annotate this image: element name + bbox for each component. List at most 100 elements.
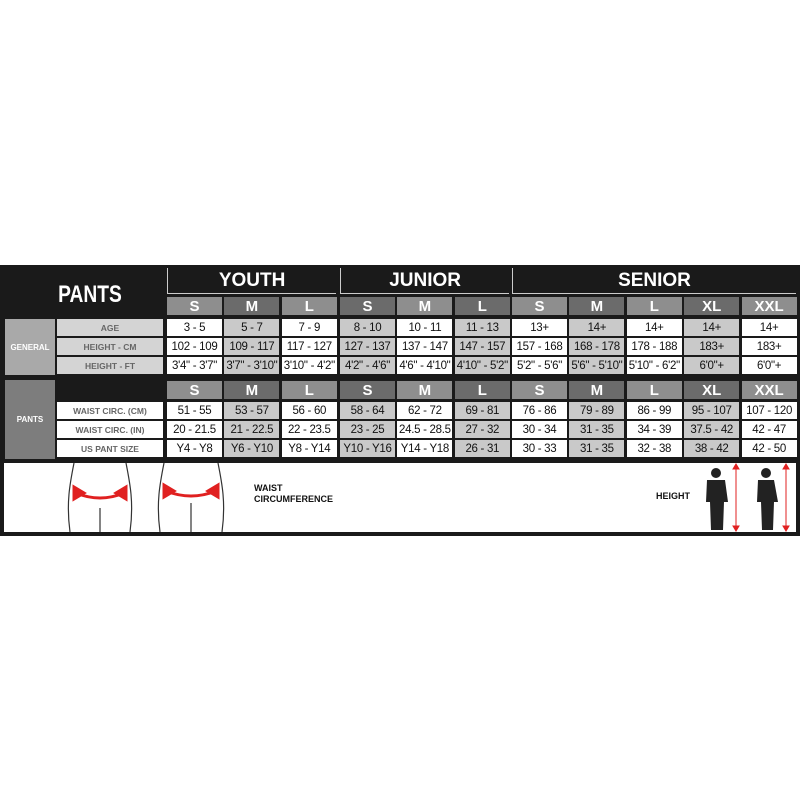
table-cell: 4'10" - 5'2" (454, 357, 510, 374)
table-cell: 76 - 86 (512, 402, 567, 419)
table-cell: 86 - 99 (626, 402, 682, 419)
table-cell: Y6 - Y10 (224, 440, 280, 457)
table-cell: Y14 - Y18 (397, 440, 453, 457)
size-header-s: S (512, 381, 567, 399)
table-cell: 5 - 7 (224, 319, 280, 336)
table-cell: 3'10" - 4'2" (281, 357, 337, 374)
table-cell: Y10 - Y16 (340, 440, 395, 457)
group-header-youth: YOUTH (167, 268, 337, 294)
table-cell: 183+ (741, 338, 797, 355)
group-header-senior: SENIOR (512, 268, 796, 294)
table-cell: 26 - 31 (454, 440, 510, 457)
table-cell: 6'0"+ (684, 357, 740, 374)
table-cell: 51 - 55 (167, 402, 222, 419)
table-cell: 107 - 120 (741, 402, 797, 419)
table-cell: 10 - 11 (397, 319, 453, 336)
table-cell: 137 - 147 (397, 338, 453, 355)
table-cell: 56 - 60 (281, 402, 337, 419)
size-header-l: L (281, 297, 337, 315)
size-header-xl: XL (684, 381, 740, 399)
table-cell: 6'0"+ (741, 357, 797, 374)
table-cell: 147 - 157 (454, 338, 510, 355)
table-cell: 31 - 35 (569, 421, 625, 438)
waist-figures-icon (67, 463, 790, 532)
size-header-l: L (454, 381, 510, 399)
table-cell: 109 - 117 (224, 338, 280, 355)
table-cell: 183+ (684, 338, 740, 355)
table-cell: 79 - 89 (569, 402, 625, 419)
table-cell: 5'2" - 5'6" (512, 357, 567, 374)
row-label: HEIGHT - CM (57, 338, 163, 355)
table-cell: 30 - 34 (512, 421, 567, 438)
pants-size-chart: PANTS WAIST CIRCUMFERENCE HEIG (0, 265, 800, 536)
size-header-s: S (512, 297, 567, 315)
table-cell: 31 - 35 (569, 440, 625, 457)
table-cell: 62 - 72 (397, 402, 453, 419)
table-cell: 58 - 64 (340, 402, 395, 419)
table-cell: 24.5 - 28.5 (397, 421, 453, 438)
table-cell: Y8 - Y14 (281, 440, 337, 457)
size-header-l: L (281, 381, 337, 399)
size-header-l: L (626, 381, 682, 399)
size-header-m: M (569, 297, 625, 315)
size-header-l: L (626, 297, 682, 315)
height-label: HEIGHT (656, 491, 691, 501)
size-header-m: M (224, 297, 280, 315)
table-cell: 4'6" - 4'10" (397, 357, 453, 374)
table-cell: 3 - 5 (167, 319, 222, 336)
row-label: HEIGHT - FT (57, 357, 163, 374)
size-header-xxl: XXL (741, 381, 797, 399)
row-label: AGE (57, 319, 163, 336)
table-cell: 42 - 50 (741, 440, 797, 457)
table-cell: 95 - 107 (684, 402, 740, 419)
table-cell: 14+ (569, 319, 625, 336)
size-header-s: S (340, 297, 395, 315)
table-cell: 22 - 23.5 (281, 421, 337, 438)
size-header-s: S (167, 297, 222, 315)
size-header-s: S (340, 381, 395, 399)
table-cell: 21 - 22.5 (224, 421, 280, 438)
table-cell: 14+ (741, 319, 797, 336)
table-cell: 14+ (684, 319, 740, 336)
table-cell: 11 - 13 (454, 319, 510, 336)
table-cell: 53 - 57 (224, 402, 280, 419)
group-header-junior: JUNIOR (340, 268, 510, 294)
table-cell: Y4 - Y8 (167, 440, 222, 457)
table-cell: 3'7" - 3'10" (224, 357, 280, 374)
table-cell: 13+ (512, 319, 567, 336)
size-header-m: M (569, 381, 625, 399)
table-cell: 34 - 39 (626, 421, 682, 438)
size-header-m: M (397, 297, 453, 315)
waist-circumference-label: WAIST CIRCUMFERENCE (254, 483, 334, 504)
general-group-label: GENERAL (5, 319, 55, 375)
row-label: WAIST CIRC. (CM) (57, 402, 163, 419)
chart-title: PANTS (58, 281, 122, 308)
table-cell: 27 - 32 (454, 421, 510, 438)
size-header-xxl: XXL (741, 297, 797, 315)
table-cell: 8 - 10 (340, 319, 395, 336)
table-cell: 20 - 21.5 (167, 421, 222, 438)
table-cell: 23 - 25 (340, 421, 395, 438)
table-cell: 5'10" - 6'2" (626, 357, 682, 374)
row-label: WAIST CIRC. (IN) (57, 421, 163, 438)
measurement-illustration: WAIST CIRCUMFERENCE HEIGHT (4, 463, 796, 532)
table-cell: 42 - 47 (741, 421, 797, 438)
table-cell: 30 - 33 (512, 440, 567, 457)
size-header-l: L (454, 297, 510, 315)
size-header-m: M (224, 381, 280, 399)
table-cell: 32 - 38 (626, 440, 682, 457)
table-cell: 157 - 168 (512, 338, 567, 355)
table-cell: 168 - 178 (569, 338, 625, 355)
size-header-xl: XL (684, 297, 740, 315)
table-cell: 3'4" - 3'7" (167, 357, 222, 374)
table-cell: 14+ (626, 319, 682, 336)
size-header-m: M (397, 381, 453, 399)
table-cell: 4'2" - 4'6" (340, 357, 395, 374)
table-cell: 117 - 127 (281, 338, 337, 355)
row-label: US PANT SIZE (57, 440, 163, 457)
pants-group-label: PANTS (5, 380, 55, 459)
table-cell: 5'6" - 5'10" (569, 357, 625, 374)
table-cell: 178 - 188 (626, 338, 682, 355)
table-cell: 38 - 42 (684, 440, 740, 457)
table-cell: 127 - 137 (340, 338, 395, 355)
